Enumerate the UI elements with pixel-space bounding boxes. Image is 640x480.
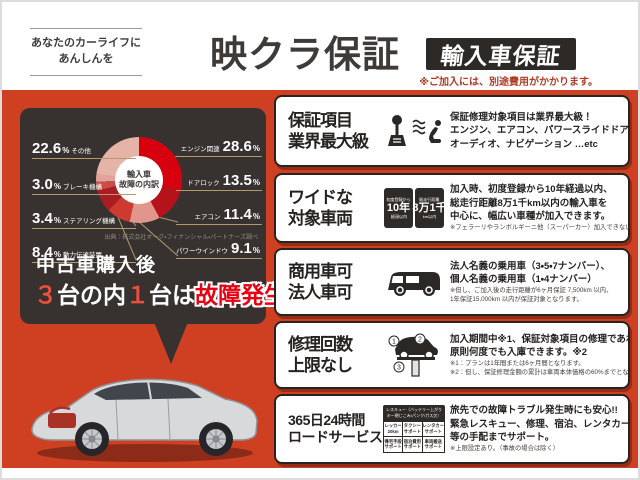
desc-line: 個人名義の乗用車（1・4ナンバー） — [450, 273, 597, 285]
note-line: ※上限設定あり。（事故の場合は除く） — [450, 445, 560, 453]
feature-title: 修理回数 上限なし — [288, 334, 384, 377]
gearshift-icon — [388, 115, 406, 146]
feature-row-repairs: 修理回数 上限なし 1 2 3 加入期間中※1、保証対象項目の修理であれば 原則… — [274, 321, 630, 389]
xray-car-image — [31, 378, 258, 462]
chart-source: 出典：株式会社オーク・フィナンシャル・パートナーズ調べ — [104, 235, 258, 241]
desc-line: 原則何度でも入庫できます。※2 — [450, 346, 588, 358]
feature-desc: 旅先での故障トラブル発生時にも安心!! 緊急レスキュー、修理、宿泊、レンタカー … — [444, 404, 630, 453]
desc-line: エンジン、エアコン、パワースライドドア — [450, 125, 629, 137]
header-fee-note: ※ご加入には、別途費用がかかります。 — [419, 77, 598, 88]
service-cell: レンタカー サポート — [422, 421, 444, 437]
donut-center-line1: 輸入車 — [127, 169, 151, 179]
feature-row-coverage: 保証項目 業界最大級 保証修理対象項目は業界最大級！ エンジン、エアコン、パワー… — [274, 95, 630, 167]
note-line: ※2：但し、保証修理金額の累計は車両本体価格の60%までとなります。 — [450, 369, 629, 377]
service-cell: レッカー 20km — [384, 421, 403, 437]
note-line: ※但し、ご加入後の走行距離が6ヶ月保証 7,500km 以内、 — [450, 287, 613, 295]
chart-label-brake: 3.0% ブレーキ機構 — [32, 176, 136, 195]
tagline-line1: あなたのカーライフに — [31, 37, 141, 49]
feature-title-line2: 対象車両 — [288, 209, 353, 228]
headline-tail: 台は — [149, 282, 195, 308]
feature-title-line2: 上限なし — [288, 356, 353, 375]
desc-line: 法人名義の乗用車（3・5・7ナンバー）、 — [450, 260, 611, 272]
desc-line: 緊急レスキュー、修理、宿泊、レンタカー — [450, 418, 630, 430]
service-cell: 車両搬送 サポート — [422, 437, 444, 452]
feature-title-line2: 業界最大級 — [288, 132, 369, 151]
feature-title: 商用車可 法人車可 — [288, 261, 384, 304]
feature-row-commercial: 商用車可 法人車可 法人名義の乗用車（3・5・7ナンバー）、 個人名義の乗用車（… — [274, 248, 630, 316]
headline-line2: ３台の内１台は故障発生!! — [34, 276, 302, 310]
badge-label: 輸入車保証 — [439, 43, 563, 69]
import-car-warranty-badge: 輸入車保証 — [426, 38, 576, 70]
desc-line: 等の手配までサポート。 — [450, 432, 555, 444]
feature-title: 365日24時間 ロードサービス — [288, 412, 384, 447]
feature-desc: 加入期間中※1、保証対象項目の修理であれば 原則何度でも入庫できます。※2 ※1… — [444, 333, 630, 378]
service-cell: 宿泊費用 サポート — [403, 437, 422, 452]
feature-icons — [384, 114, 444, 148]
chart-label-steering: 3.4% ステアリング機構 — [32, 210, 136, 229]
mileage-badge: 総走行距離 8万1千 km以内 — [412, 188, 447, 228]
desc-line: オーディオ、ナビゲーション …etc — [450, 138, 598, 150]
tagline: あなたのカーライフに あんしんを — [30, 28, 142, 76]
failure-stats-bubble: 輸入車 故障の内訳 22.6% その他 3.0% ブレーキ機構 3.4% ステアリング… — [20, 108, 302, 324]
feature-title-line1: 修理回数 — [288, 334, 353, 354]
feature-title: ワイドな 対象車両 — [288, 187, 384, 230]
chart-label-powerwindow: パワーウインドウ 9.1% — [176, 240, 262, 259]
feature-icons — [384, 266, 444, 298]
chart-label-doorlock: ドアロック 13.5% — [176, 172, 262, 191]
feature-badges: 初度登録から 10年 経過以内 総走行距離 8万1千 km以内 — [384, 188, 447, 228]
brand-title: 映クラ保証 — [210, 34, 400, 75]
car-lift-icon: 1 2 3 — [388, 333, 438, 377]
feature-title-line2: 法人車可 — [288, 283, 353, 302]
svg-text:2: 2 — [418, 337, 422, 344]
service-cell: 帰宅手段 サポート — [384, 437, 403, 452]
desc-line: 保証修理対象項目は業界最大級！ — [450, 112, 593, 124]
feature-row-road-service: 365日24時間 ロードサービス レスキュー（バッテリー上がり キー閉じこみ/パ… — [274, 394, 630, 464]
feature-icons: 1 2 3 — [384, 332, 444, 378]
donut-center-line2: 故障の内訳 — [119, 180, 159, 189]
van-icon — [388, 272, 440, 296]
feature-row-eligible-cars: ワイドな 対象車両 初度登録から 10年 経過以内 総走行距離 8万1千 km以… — [274, 173, 630, 243]
feature-desc: 法人名義の乗用車（3・5・7ナンバー）、 個人名義の乗用車（1・4ナンバー） ※… — [444, 260, 618, 305]
note-line: ※フェラーリやランボルギーニ他（スーパーカー）加入できない車種があります。 — [450, 224, 628, 232]
failure-donut: 輸入車 故障の内訳 — [96, 137, 182, 223]
note-line: 1年保証15,000km 以内が保証対象となります。 — [450, 296, 583, 304]
feature-title-line1: 保証項目 — [288, 110, 353, 130]
headline-num1: ３ — [34, 282, 57, 308]
desc-line: 中心に、幅広い車種が加入できます。 — [450, 211, 611, 223]
svg-text:1: 1 — [392, 339, 396, 346]
feature-service-grid: レスキュー（バッテリー上がり キー閉じこみ/パンク/ガス欠） レッカー 20km … — [383, 405, 445, 453]
tagline-line2: あんしんを — [58, 52, 114, 65]
feature-title-line1: 商用車可 — [288, 261, 353, 281]
bubble-tail — [154, 322, 188, 364]
desc-line: 加入期間中※1、保証対象項目の修理であれば — [450, 333, 630, 345]
desc-line: 加入時、初度登録から10年経過以内、 — [450, 184, 613, 196]
feature-title: 保証項目 業界最大級 — [288, 110, 384, 153]
service-cell: タクシー サポート — [403, 421, 422, 437]
headline-line1: 中古車購入後 — [36, 255, 157, 276]
headline-mid: 台の内 — [57, 282, 126, 308]
feature-desc: 保証修理対象項目は業界最大級！ エンジン、エアコン、パワースライドドア オーディ… — [444, 111, 629, 151]
service-grid-header: レスキュー（バッテリー上がり キー閉じこみ/パンク/ガス欠） — [383, 405, 445, 421]
desc-line: 総走行距離8万1千km以内の輸入車を — [450, 197, 608, 209]
chart-label-powertrain: 8.4% 動力伝達装置 — [32, 244, 136, 263]
feature-title-line1: ワイドな — [288, 187, 353, 207]
donut-center-label: 輸入車 故障の内訳 — [115, 156, 163, 204]
headline-num2: １ — [126, 282, 149, 308]
svg-text:3: 3 — [397, 365, 401, 372]
chart-label-engine: エンジン関連 28.6% — [176, 138, 262, 157]
feature-title-line1: 365日24時間 — [288, 411, 365, 428]
desc-line: 旅先での故障トラブル発生時にも安心!! — [450, 405, 618, 417]
ten-year-badge: 初度登録から 10年 経過以内 — [384, 188, 413, 228]
chart-label-aircon: エアコン 11.4% — [176, 206, 262, 225]
aircon-seat-icon — [412, 119, 441, 143]
feature-desc: 加入時、初度登録から10年経過以内、 総走行距離8万1千km以内の輸入車を 中心… — [444, 183, 628, 232]
chart-label-other: 22.6% その他 — [32, 140, 136, 159]
feature-title-line2: ロードサービス — [288, 429, 383, 445]
note-line: ※1：プランは1年間または6ヶ月間となります。 — [450, 360, 585, 368]
